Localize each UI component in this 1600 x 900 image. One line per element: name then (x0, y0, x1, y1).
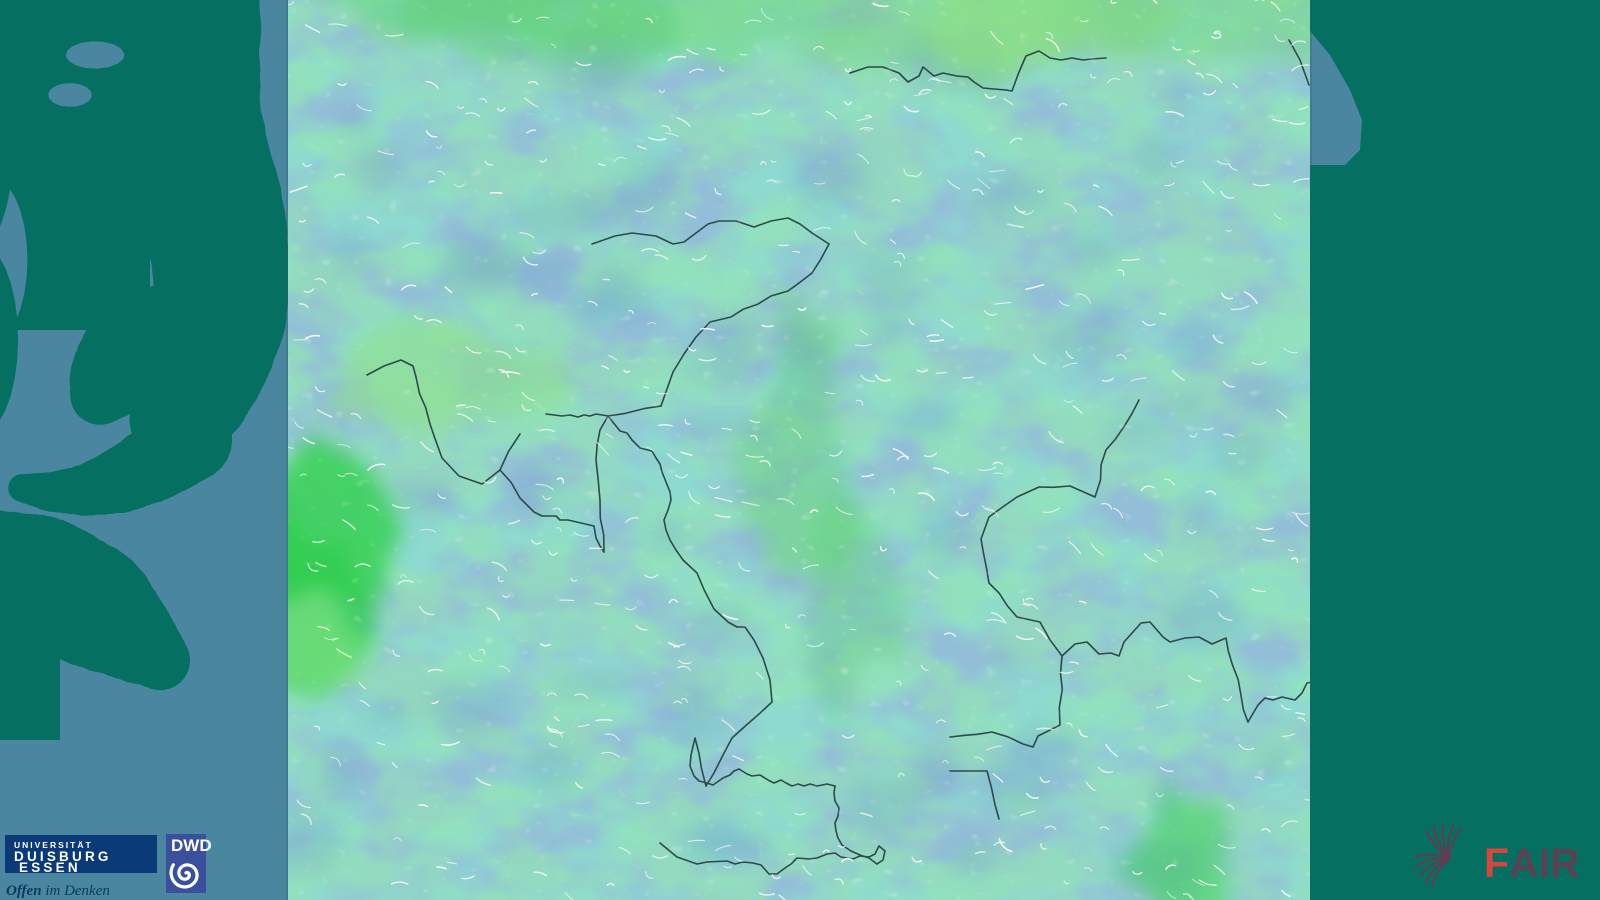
svg-text:AIR: AIR (1509, 840, 1580, 886)
svg-text:DWD: DWD (171, 836, 212, 855)
svg-text:Offen im Denken: Offen im Denken (6, 883, 110, 899)
svg-text:ESSEN: ESSEN (19, 860, 81, 875)
svg-text:F: F (1484, 840, 1509, 886)
